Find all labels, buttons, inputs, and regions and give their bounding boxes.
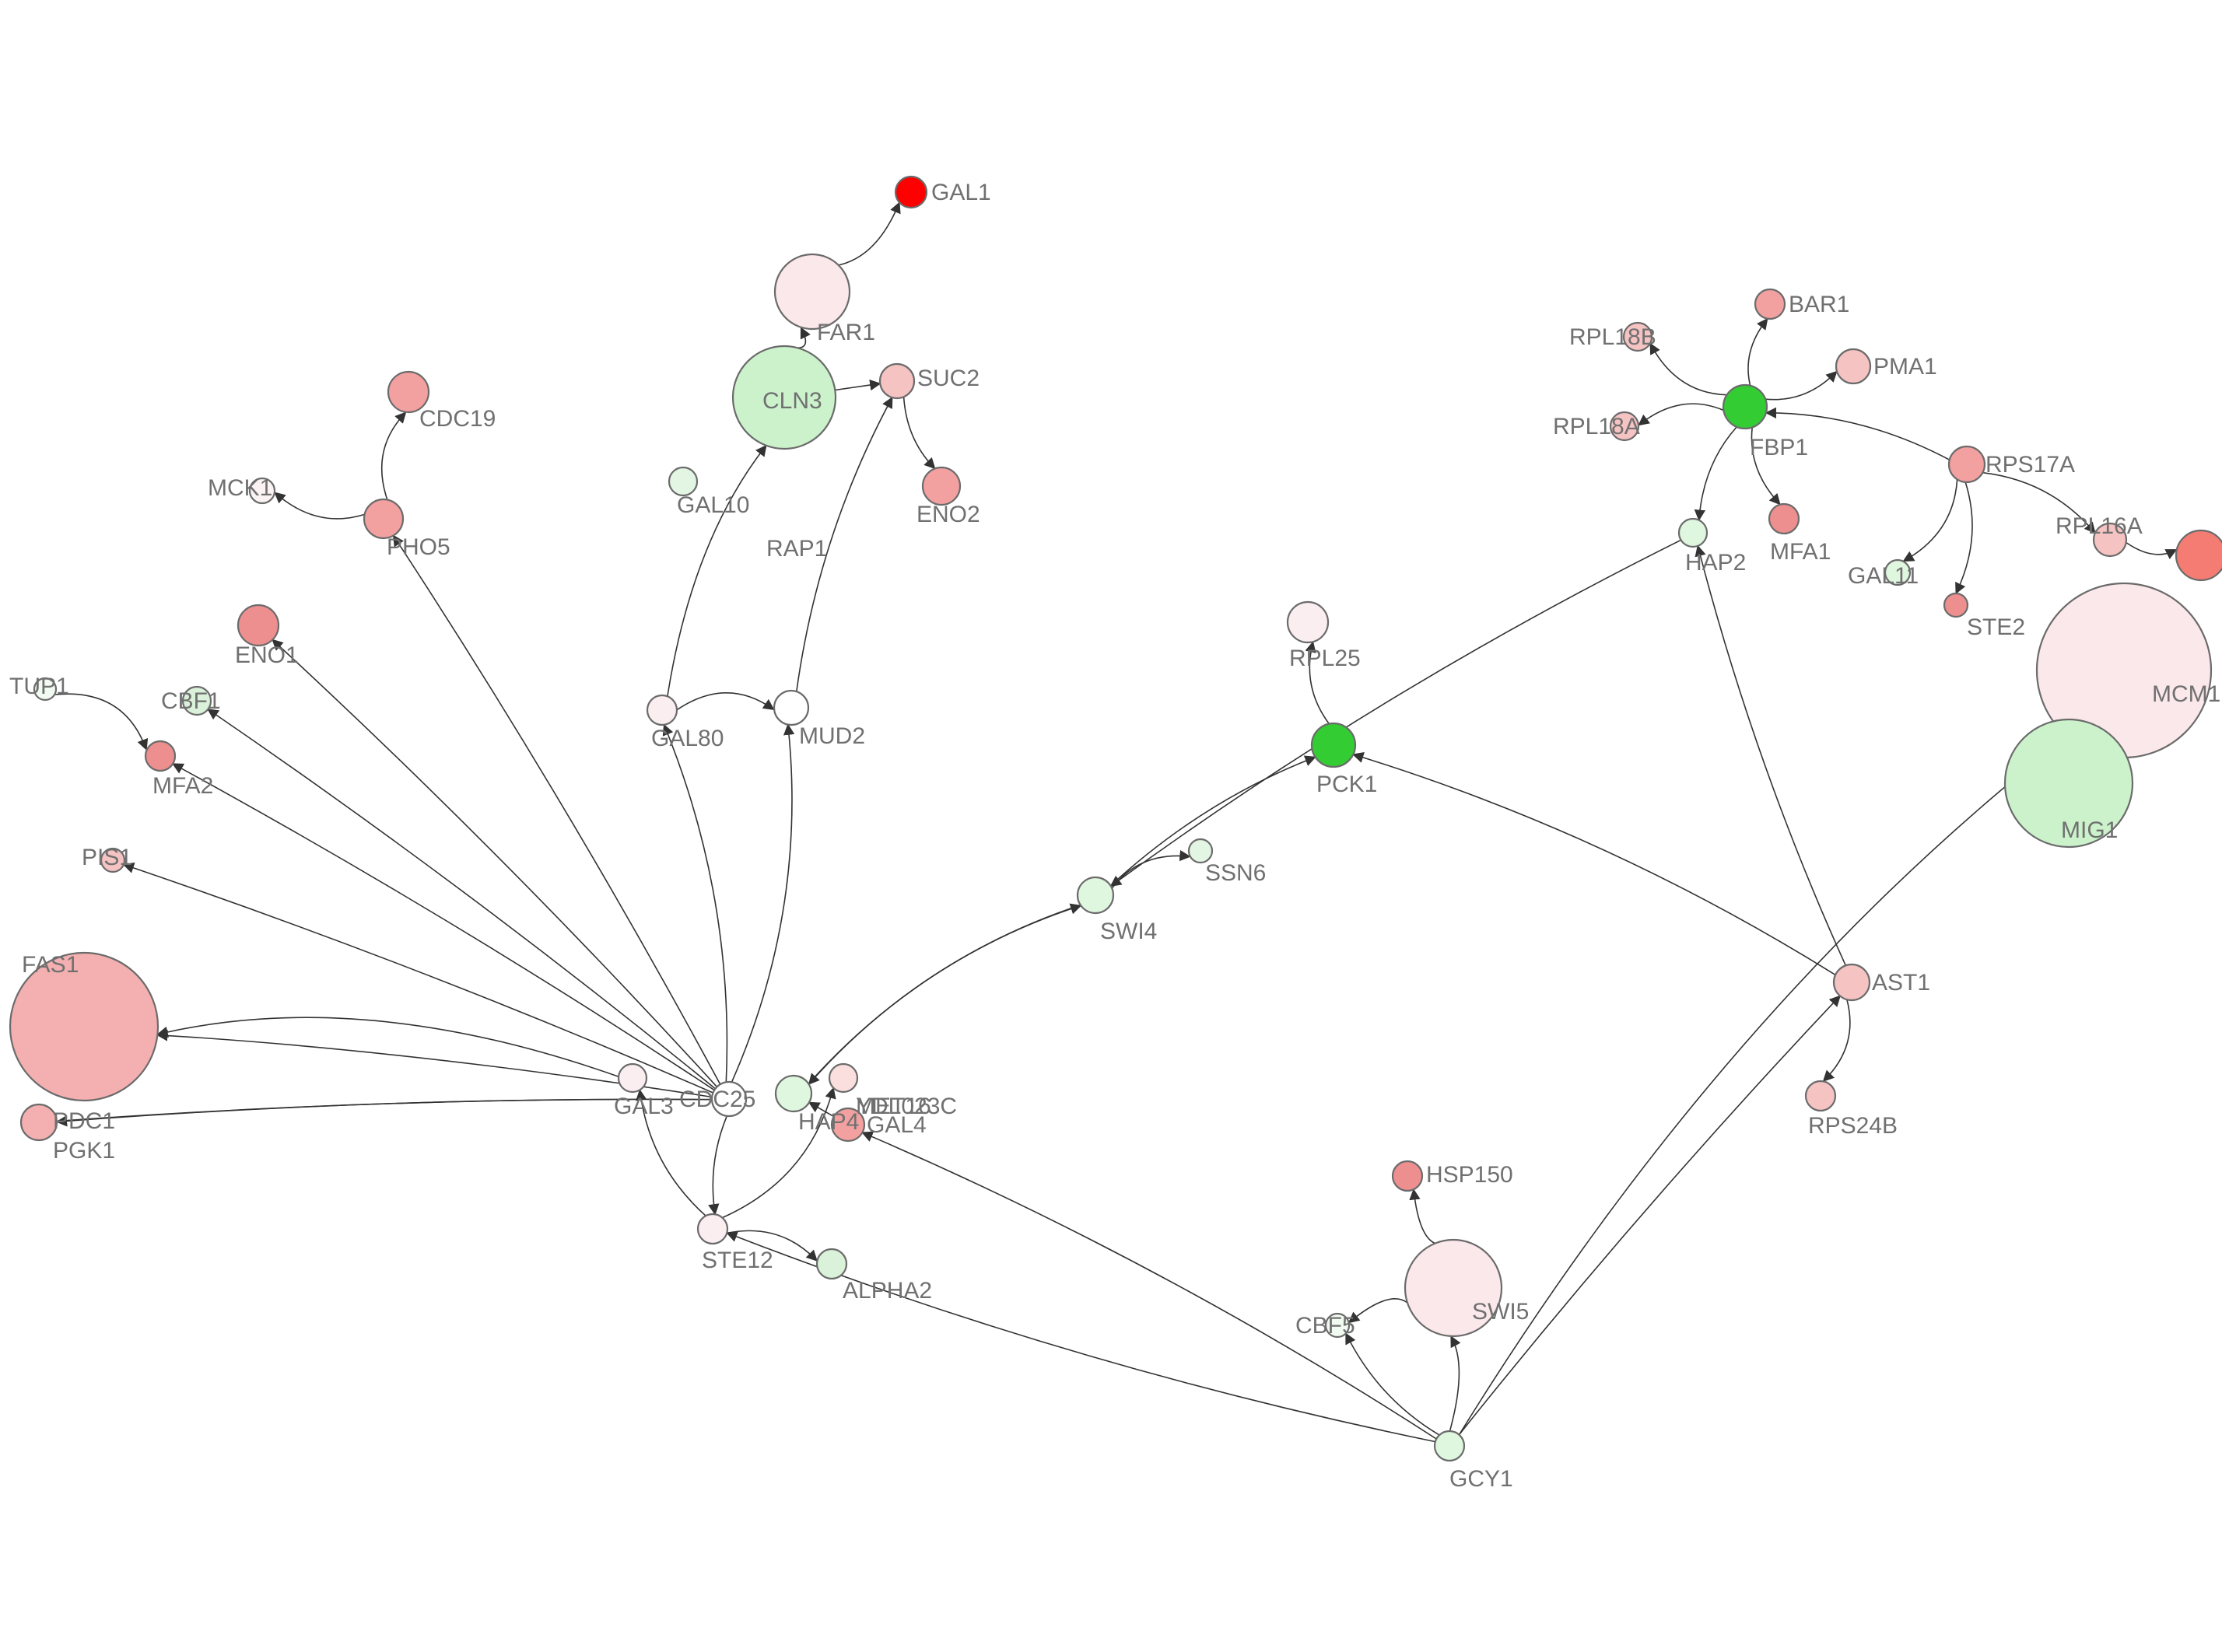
svg-text:HAP2: HAP2: [1685, 550, 1746, 576]
svg-text:RPS24B: RPS24B: [1808, 1113, 1898, 1139]
svg-text:AST1: AST1: [1872, 970, 1930, 996]
svg-text:HSP150: HSP150: [1426, 1162, 1513, 1188]
svg-text:RAP1: RAP1: [766, 536, 827, 562]
svg-text:MET16: MET16: [856, 1094, 931, 1119]
svg-text:FAS1: FAS1: [22, 952, 79, 978]
svg-text:PGK1: PGK1: [53, 1138, 115, 1164]
svg-text:CLN3: CLN3: [762, 388, 822, 414]
svg-text:SSN6: SSN6: [1205, 860, 1266, 886]
svg-text:SWI4: SWI4: [1100, 919, 1157, 944]
svg-text:MIG1: MIG1: [2061, 817, 2118, 843]
svg-text:MCM1: MCM1: [2152, 681, 2220, 707]
svg-text:MUD2: MUD2: [799, 723, 865, 749]
svg-text:PDC1: PDC1: [53, 1108, 115, 1134]
svg-text:GAL10: GAL10: [677, 492, 749, 518]
svg-text:RPL25: RPL25: [1289, 646, 1361, 671]
svg-text:FBP1: FBP1: [1750, 435, 1808, 460]
svg-text:PIS1: PIS1: [82, 845, 132, 870]
svg-text:CBF5: CBF5: [1295, 1313, 1355, 1339]
svg-text:GAL1: GAL1: [931, 180, 991, 205]
svg-text:CBF1: CBF1: [161, 688, 221, 714]
svg-text:RPL18B: RPL18B: [1569, 324, 1656, 350]
svg-text:MCK1: MCK1: [208, 475, 272, 501]
svg-text:RPL16A: RPL16A: [2056, 513, 2143, 539]
svg-text:BAR1: BAR1: [1789, 292, 1849, 317]
svg-text:PCK1: PCK1: [1316, 772, 1377, 797]
svg-text:GAL11: GAL11: [1848, 563, 1919, 589]
svg-text:TUP1: TUP1: [9, 674, 69, 699]
svg-text:RPL18A: RPL18A: [1553, 414, 1640, 439]
svg-text:MFA1: MFA1: [1770, 539, 1831, 565]
svg-text:GAL80: GAL80: [651, 726, 724, 751]
svg-text:GAL3: GAL3: [614, 1094, 674, 1119]
svg-text:ALPHA2: ALPHA2: [843, 1278, 932, 1304]
svg-text:STE2: STE2: [1967, 614, 2025, 640]
svg-text:HAP4: HAP4: [798, 1109, 859, 1135]
svg-text:CDC25: CDC25: [679, 1087, 755, 1112]
svg-text:SUC2: SUC2: [917, 366, 980, 391]
svg-text:PMA1: PMA1: [1873, 354, 1937, 380]
svg-text:ENO1: ENO1: [235, 642, 299, 668]
svg-text:FAR1: FAR1: [817, 320, 875, 345]
svg-text:MFA2: MFA2: [152, 773, 213, 799]
svg-text:SWI5: SWI5: [1472, 1299, 1529, 1325]
svg-text:ENO2: ENO2: [916, 502, 980, 527]
svg-text:GCY1: GCY1: [1449, 1466, 1513, 1492]
svg-text:STE12: STE12: [702, 1248, 773, 1273]
svg-text:RPS17A: RPS17A: [1985, 452, 2075, 478]
svg-text:PHO5: PHO5: [387, 534, 450, 560]
svg-text:CDC19: CDC19: [419, 406, 496, 432]
